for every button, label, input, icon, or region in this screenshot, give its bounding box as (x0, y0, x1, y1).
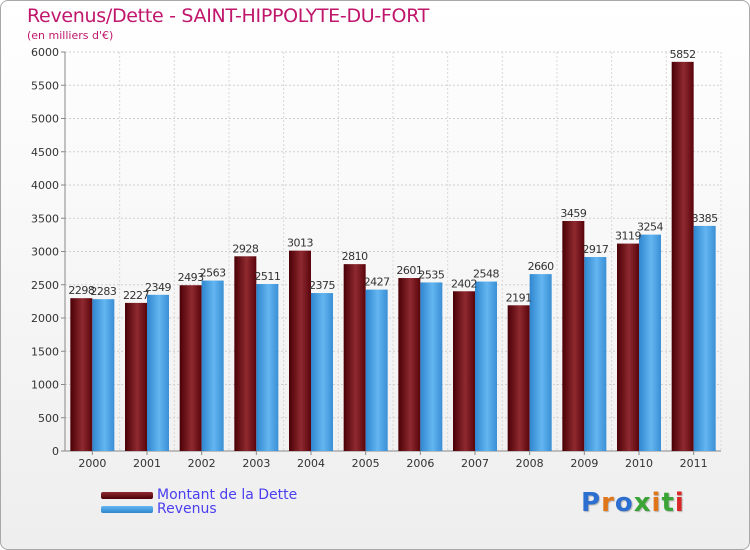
x-tick-label: 2005 (352, 457, 380, 470)
y-tick-label: 2500 (31, 279, 59, 292)
revenus-bar (365, 289, 388, 451)
revenus-bar (256, 284, 279, 451)
x-tick-label: 2009 (570, 457, 598, 470)
revenus-bar (420, 282, 443, 451)
dette-value-label: 3013 (287, 237, 313, 250)
revenus-value-label: 2563 (200, 267, 226, 280)
chart-title: Revenus/Dette - SAINT-HIPPOLYTE-DU-FORT (27, 5, 430, 27)
dette-bar (179, 285, 202, 451)
dette-value-label: 2601 (396, 264, 422, 277)
dette-bar (289, 250, 311, 451)
dette-bar (234, 256, 257, 451)
y-tick-label: 500 (38, 412, 59, 425)
dette-bar (453, 291, 475, 451)
dette-bar (507, 305, 530, 451)
dette-value-label: 5852 (670, 48, 696, 61)
dette-bar (398, 278, 421, 451)
revenus-bar (475, 281, 497, 451)
dette-value-label: 2298 (68, 284, 94, 297)
dette-value-label: 2493 (178, 271, 204, 284)
axes: 0 500 1000 1500 2000 2500 3000 3500 4000 4500 5000… (31, 46, 721, 470)
y-tick-label: 6000 (31, 46, 59, 59)
revenus-bar (529, 274, 552, 451)
legend-item-revenus: Revenus (101, 501, 217, 517)
dette-bar (617, 243, 639, 451)
x-tick-label: 2006 (406, 457, 434, 470)
y-tick-label: 3000 (31, 246, 59, 259)
dette-bar (671, 61, 694, 451)
x-tick-label: 2011 (680, 457, 708, 470)
revenus-value-label: 2511 (254, 270, 280, 283)
revenus-value-label: 2917 (582, 243, 608, 256)
y-tick-label: 4500 (31, 146, 59, 159)
y-tick-label: 1000 (31, 379, 59, 392)
dette-value-label: 2810 (342, 250, 368, 263)
dette-bar (125, 302, 147, 451)
dette-bar (343, 264, 366, 451)
revenus-value-label: 3254 (637, 221, 663, 234)
revenus-bar (693, 225, 716, 451)
x-tick-label: 2010 (625, 457, 653, 470)
revenus-bar (147, 294, 169, 451)
revenus-value-label: 2283 (90, 285, 116, 298)
x-tick-label: 2008 (516, 457, 544, 470)
y-tick-label: 3500 (31, 212, 59, 225)
x-tick-label: 2003 (242, 457, 270, 470)
legend-label-revenus: Revenus (157, 501, 217, 517)
y-tick-label: 2000 (31, 312, 59, 325)
dette-bar (562, 220, 585, 451)
revenus-bar (311, 293, 333, 451)
revenus-bar (584, 257, 607, 451)
y-tick-label: 0 (52, 445, 59, 458)
dette-value-label: 3459 (560, 207, 586, 220)
legend-label-dette: Montant de la Dette (157, 487, 298, 503)
y-tick-label: 5000 (31, 113, 59, 126)
revenus-bar (639, 234, 661, 451)
proxiti-logo: Proxiti (581, 488, 685, 518)
revenus-value-label: 2375 (309, 279, 335, 292)
legend-swatch-dette (101, 491, 153, 499)
revenus-value-label: 2535 (418, 268, 444, 281)
grid-lines (64, 51, 722, 452)
bars (70, 61, 716, 451)
revenus-value-label: 2349 (145, 281, 171, 294)
dette-value-label: 2191 (506, 291, 532, 304)
revenus-value-label: 2548 (473, 268, 499, 281)
x-tick-label: 2000 (78, 457, 106, 470)
legend-item-dette: Montant de la Dette (101, 487, 297, 503)
y-tick-label: 4000 (31, 179, 59, 192)
dette-value-label: 2928 (232, 242, 258, 255)
revenus-bar (92, 299, 115, 451)
legend-swatch-revenus (101, 505, 153, 513)
revenus-value-label: 2427 (364, 276, 390, 289)
x-tick-label: 2002 (188, 457, 216, 470)
revenus-value-label: 2660 (528, 260, 554, 273)
x-tick-label: 2001 (133, 457, 161, 470)
chart-subtitle: (en milliers d'€) (27, 29, 114, 42)
x-tick-label: 2007 (461, 457, 489, 470)
revenus-bar (201, 280, 224, 451)
dette-value-label: 3119 (615, 230, 641, 243)
y-tick-label: 1500 (31, 345, 59, 358)
dette-value-label: 2402 (451, 277, 477, 290)
revenus-value-label: 3385 (692, 212, 718, 225)
x-tick-label: 2004 (297, 457, 325, 470)
dette-value-label: 2227 (123, 289, 149, 302)
y-tick-label: 5500 (31, 79, 59, 92)
dette-bar (70, 298, 93, 451)
